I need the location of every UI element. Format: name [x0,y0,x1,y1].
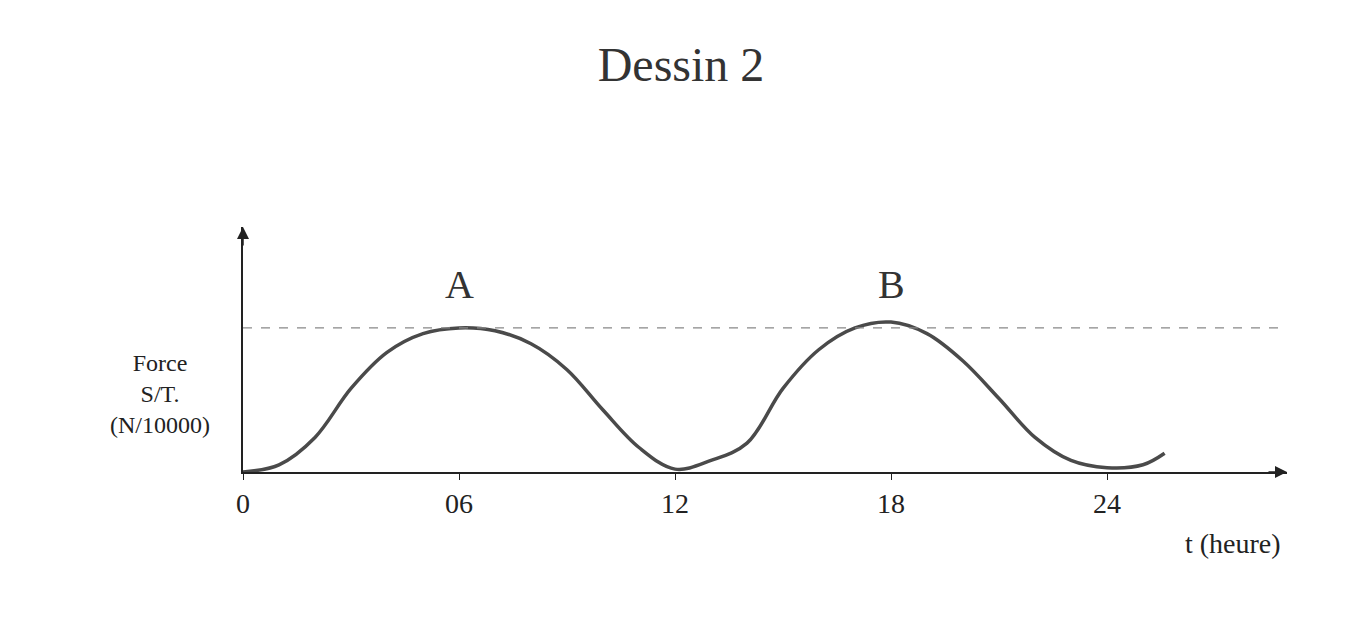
svg-text:A: A [445,262,474,307]
svg-text:B: B [878,262,905,307]
svg-text:06: 06 [445,488,473,519]
svg-text:ForceS/T.(N/10000): ForceS/T.(N/10000) [110,350,210,438]
svg-text:24: 24 [1093,488,1121,519]
svg-text:t (heure): t (heure) [1185,528,1281,559]
svg-text:0: 0 [236,488,250,519]
svg-text:Dessin 2: Dessin 2 [598,38,765,91]
svg-text:12: 12 [661,488,689,519]
svg-text:18: 18 [877,488,905,519]
